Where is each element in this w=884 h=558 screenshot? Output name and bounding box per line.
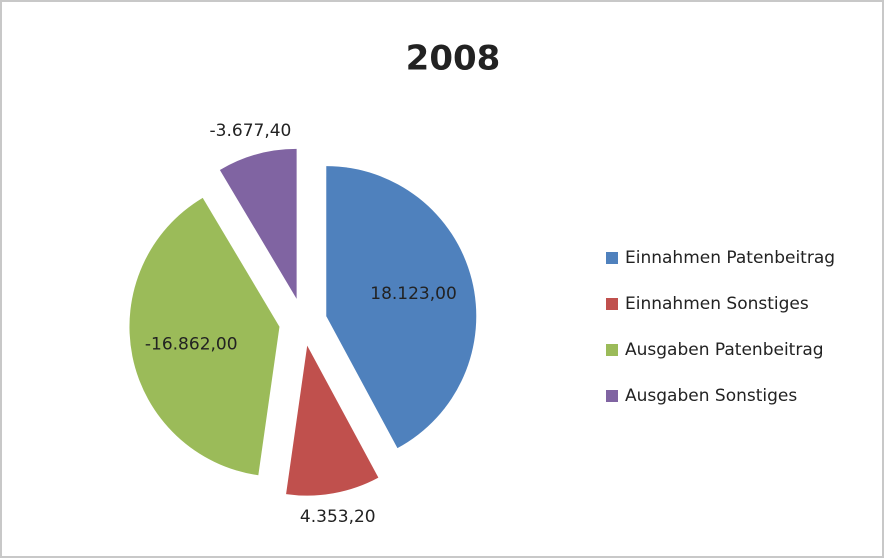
pie-slice: [286, 345, 379, 496]
pie-slice: [326, 166, 477, 449]
legend-swatch: [606, 344, 618, 356]
legend-swatch: [606, 298, 618, 310]
pie-slice: [129, 197, 280, 476]
data-label: 18.123,00: [370, 284, 457, 304]
chart-title: 2008: [406, 39, 501, 79]
data-label: -16.862,00: [145, 334, 238, 354]
legend-label: Ausgaben Sonstiges: [625, 386, 797, 406]
legend-swatch: [606, 252, 618, 264]
data-label: -3.677,40: [210, 121, 292, 141]
legend-label: Einnahmen Sonstiges: [625, 294, 809, 314]
legend-swatch: [606, 390, 618, 402]
legend-label: Einnahmen Patenbeitrag: [625, 248, 835, 268]
data-label: 4.353,20: [300, 507, 376, 527]
legend-label: Ausgaben Patenbeitrag: [625, 340, 824, 360]
pie-slice: [219, 148, 297, 299]
